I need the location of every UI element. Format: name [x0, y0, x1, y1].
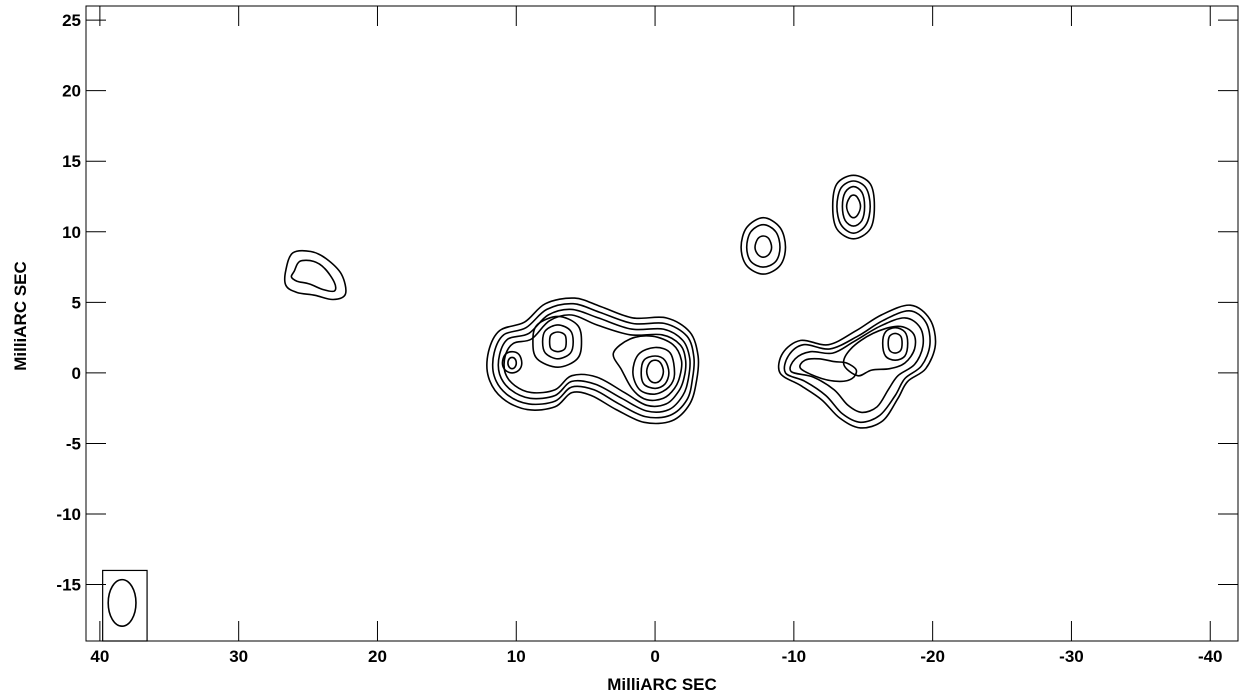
contour-line — [831, 174, 876, 240]
contour-line — [887, 332, 903, 354]
y-tick-labels: 25 20 15 10 5 0 -5 -10 -15 — [56, 11, 81, 594]
x-tick-label: -20 — [920, 647, 945, 666]
x-tick-label: -10 — [782, 647, 807, 666]
contour-line — [881, 326, 909, 362]
contour-line — [541, 324, 575, 360]
contour-line — [836, 180, 872, 235]
contour-group-east-component — [283, 249, 347, 301]
y-tick-label: 5 — [72, 293, 81, 312]
contour-line — [632, 346, 676, 395]
contour-line — [842, 325, 917, 377]
contour-line — [283, 249, 347, 301]
y-tick-label: -5 — [66, 434, 81, 453]
contour-line — [740, 216, 787, 275]
beam-box — [102, 569, 148, 642]
x-tick-label: 0 — [650, 647, 659, 666]
contour-line — [789, 317, 925, 414]
y-tick-label: 0 — [72, 364, 81, 383]
contour-line — [777, 304, 937, 429]
y-axis-title: MilliARC SEC — [11, 261, 30, 371]
contour-line — [486, 297, 700, 425]
contour-line — [501, 350, 523, 374]
y-tick-label: 20 — [62, 82, 81, 101]
contour-line — [290, 259, 337, 293]
x-tick-label: 20 — [368, 647, 387, 666]
x-tick-label: 10 — [507, 647, 526, 666]
contour-lines — [283, 174, 937, 429]
contour-line — [841, 185, 866, 227]
x-tick-label: -40 — [1198, 647, 1223, 666]
contour-line — [612, 335, 683, 402]
contour-line — [497, 308, 691, 413]
y-tick-label: -10 — [56, 505, 81, 524]
contour-group-jet-knot-10mas — [501, 350, 523, 374]
contour-group-west-component — [777, 304, 937, 429]
y-tick-label: -15 — [56, 576, 81, 595]
x-tick-label: 40 — [90, 647, 109, 666]
contour-group-north-knot-a — [740, 216, 787, 275]
contour-line — [745, 223, 781, 268]
y-tick-label: 10 — [62, 223, 81, 242]
plot-frame — [85, 5, 1239, 642]
beam-ellipse — [107, 578, 137, 627]
contour-line — [548, 331, 568, 353]
x-tick-label: 30 — [229, 647, 248, 666]
axis-ticks — [86, 6, 1238, 641]
x-tick-labels: 40 30 20 10 0 -10 -20 -30 -40 — [90, 647, 1222, 666]
contour-group-core — [486, 297, 700, 425]
x-tick-label: -30 — [1059, 647, 1084, 666]
contour-line — [645, 359, 665, 384]
y-tick-label: 25 — [62, 11, 81, 30]
contour-group-north-knot-b — [831, 174, 876, 240]
contour-line — [507, 356, 518, 370]
y-tick-label: 15 — [62, 152, 81, 171]
contour-line — [491, 302, 696, 419]
contour-line — [783, 309, 931, 424]
beam-inset — [102, 569, 148, 642]
contour-group-jet-knot-7mas — [532, 315, 583, 369]
contour-line — [845, 194, 862, 219]
contour-line — [640, 355, 670, 390]
contour-line — [532, 315, 583, 369]
contour-line — [503, 314, 687, 408]
x-axis-title: MilliARC SEC — [607, 675, 717, 693]
contour-line — [799, 357, 858, 383]
contour-line — [754, 235, 773, 259]
